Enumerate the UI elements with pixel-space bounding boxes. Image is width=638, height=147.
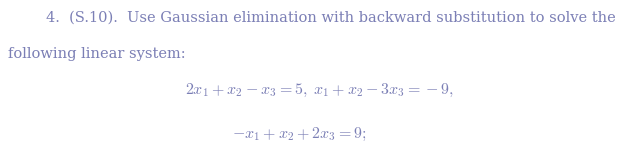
Text: $2x_1 + x_2 - x_3 = 5, \; x_1 + x_2 - 3x_3 = -9,$: $2x_1 + x_2 - x_3 = 5, \; x_1 + x_2 - 3x… <box>184 82 454 99</box>
Text: $-x_1 + x_2 + 2x_3 = 9;$: $-x_1 + x_2 + 2x_3 = 9;$ <box>232 126 367 143</box>
Text: 4.  (S.10).  Use Gaussian elimination with backward substitution to solve the: 4. (S.10). Use Gaussian elimination with… <box>46 10 616 24</box>
Text: following linear system:: following linear system: <box>8 47 185 61</box>
